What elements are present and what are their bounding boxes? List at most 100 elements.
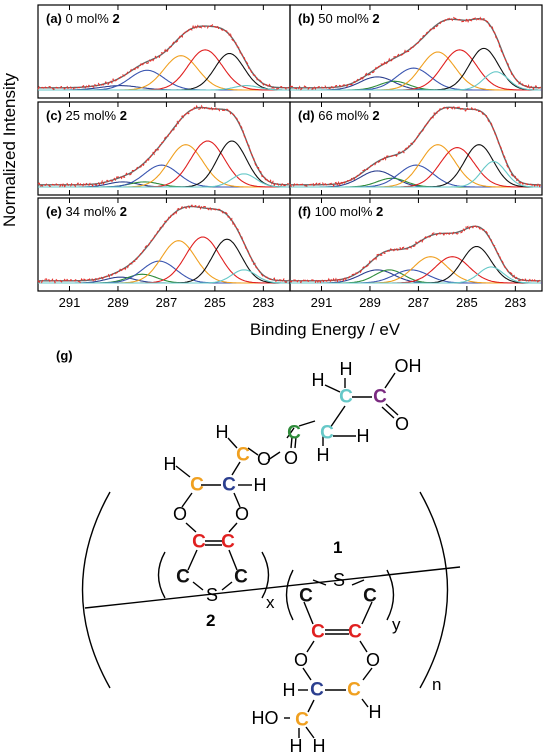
atom-c-cyan-1: C bbox=[320, 423, 334, 444]
atom-c-purple: C bbox=[373, 387, 387, 408]
atom-c-green: C bbox=[287, 423, 301, 444]
fit-component-6 bbox=[38, 85, 289, 91]
atom-c-unit1-red-1: C bbox=[311, 622, 325, 643]
atom-h-unit2-right: H bbox=[254, 475, 267, 495]
atom-o-unit1-right: O bbox=[366, 650, 380, 670]
atom-o-unit1-left: O bbox=[294, 650, 308, 670]
x-tick-label: 285 bbox=[204, 295, 226, 310]
atom-h-cyan-2-up: H bbox=[340, 359, 353, 379]
atom-h-unit1-bottom-2: H bbox=[313, 736, 326, 756]
panel-letter: (e) bbox=[46, 204, 62, 219]
raw-spectrum bbox=[289, 16, 542, 91]
panel-b: (b) 50 mol% 2 bbox=[289, 4, 543, 99]
atom-c-orange-ch2: C bbox=[236, 445, 250, 466]
atom-h-cyan-1-right: H bbox=[357, 426, 370, 446]
y-axis-title: Normalized Intensity bbox=[0, 73, 19, 228]
atom-o-unit2-right: O bbox=[235, 504, 249, 524]
panel-letter: (a) bbox=[46, 11, 62, 26]
x-tick-label: 285 bbox=[456, 295, 478, 310]
panel-compound: 2 bbox=[112, 11, 119, 26]
unit1-paren-right bbox=[386, 569, 395, 621]
atom-c-navy-ring: C bbox=[222, 475, 236, 496]
panel-composition: 25 mol% bbox=[62, 108, 120, 123]
atom-h-unit1-left: H bbox=[283, 680, 296, 700]
panel-compound: 2 bbox=[376, 204, 383, 219]
raw-spectrum bbox=[37, 23, 290, 91]
fit-envelope bbox=[290, 18, 541, 89]
panel-compound: 2 bbox=[120, 204, 127, 219]
atom-h-unit1-right: H bbox=[369, 702, 382, 722]
atom-o-carbonyl: O bbox=[284, 448, 298, 468]
panel-frame bbox=[289, 4, 543, 99]
panel-label: (b) 50 mol% 2 bbox=[298, 11, 380, 26]
raw-spectrum bbox=[289, 105, 542, 188]
unit2-paren-right bbox=[261, 551, 270, 599]
fit-component-7 bbox=[290, 71, 541, 91]
atom-h-unit2-left: H bbox=[164, 454, 177, 474]
atom-c-ring-left: C bbox=[176, 567, 190, 588]
panel-c: (c) 25 mol% 2 bbox=[37, 101, 291, 196]
panel-label: (c) 25 mol% 2 bbox=[46, 108, 127, 123]
panel-letter: (f) bbox=[298, 204, 311, 219]
x-tick-label: 283 bbox=[252, 295, 274, 310]
panel-composition: 0 mol% bbox=[62, 11, 113, 26]
fit-envelope bbox=[290, 225, 541, 282]
panel-label: (a) 0 mol% 2 bbox=[46, 11, 120, 26]
label-y: y bbox=[392, 615, 401, 634]
atom-c-red-1: C bbox=[192, 532, 206, 553]
panel-composition: 34 mol% bbox=[62, 204, 120, 219]
panel-letter: (b) bbox=[298, 11, 315, 26]
atom-c-red-2: C bbox=[221, 532, 235, 553]
panel-a: (a) 0 mol% 2 bbox=[37, 4, 291, 99]
outer-paren-right bbox=[419, 491, 449, 689]
panel-d: (d) 66 mol% 2 bbox=[289, 101, 543, 196]
x-tick-label: 283 bbox=[504, 295, 526, 310]
panel-label: (d) 66 mol% 2 bbox=[298, 108, 380, 123]
chemical-structure: C C C C S O O C C H H C H O C O C H H C … bbox=[81, 356, 461, 756]
fit-component-5 bbox=[38, 140, 289, 188]
atom-c-cyan-2: C bbox=[339, 387, 353, 408]
panel-frame bbox=[289, 197, 543, 292]
atom-h-unit1-bottom-1: H bbox=[290, 736, 303, 756]
fit-component-7 bbox=[290, 266, 541, 284]
outer-paren-left bbox=[81, 491, 111, 689]
atom-s-unit2: S bbox=[206, 585, 218, 605]
fit-component-4 bbox=[290, 144, 541, 188]
unit1-paren-left bbox=[285, 569, 294, 621]
atom-c-unit1-left: C bbox=[299, 586, 313, 607]
panel-f: 291 289 287 285 283 (f) 100 mol% 2 bbox=[289, 197, 543, 310]
main-chain bbox=[84, 566, 461, 609]
atom-c-unit1-navy: C bbox=[310, 680, 324, 701]
fit-component-6 bbox=[38, 140, 289, 188]
fit-component-7 bbox=[38, 173, 289, 188]
atom-oh-acid: OH bbox=[395, 356, 422, 376]
structure-panel-label: (g) bbox=[56, 348, 73, 363]
atom-o-ester: O bbox=[257, 449, 271, 469]
atom-h-cyan-1-down: H bbox=[317, 445, 330, 465]
panel-compound: 2 bbox=[372, 11, 379, 26]
panel-composition: 66 mol% bbox=[315, 108, 373, 123]
fit-component-7 bbox=[290, 160, 541, 188]
panel-letter: (d) bbox=[298, 108, 315, 123]
label-x: x bbox=[266, 593, 275, 612]
x-tick-label: 287 bbox=[408, 295, 430, 310]
label-unit1: 1 bbox=[333, 538, 342, 557]
x-tick-label: 291 bbox=[59, 295, 81, 310]
raw-spectrum bbox=[37, 204, 290, 284]
fit-component-4 bbox=[38, 144, 289, 188]
atom-o-unit2-left: O bbox=[173, 504, 187, 524]
atom-c-unit1-right: C bbox=[363, 586, 377, 607]
panel-e: 291 289 287 285 283 (e) 34 mol% 2 bbox=[37, 197, 291, 310]
panel-compound: 2 bbox=[120, 108, 127, 123]
x-tick-label: 289 bbox=[107, 295, 129, 310]
atom-s-unit1: S bbox=[333, 570, 345, 590]
unit2-paren-left bbox=[157, 551, 166, 599]
atom-h-ch2: H bbox=[216, 422, 229, 442]
fit-component-4 bbox=[290, 51, 541, 91]
raw-spectrum bbox=[37, 104, 289, 188]
atom-c-orange-ring: C bbox=[190, 475, 204, 496]
atom-o-acid: O bbox=[395, 414, 409, 434]
fit-component-7 bbox=[38, 269, 289, 284]
x-tick-label: 287 bbox=[156, 295, 178, 310]
